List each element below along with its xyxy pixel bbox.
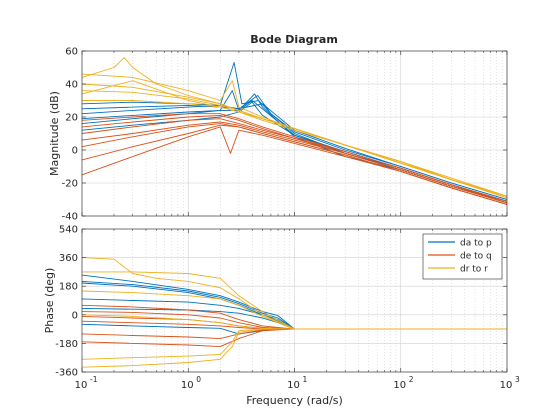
series-line <box>82 271 507 330</box>
x-tick-label-base: 10 <box>500 380 513 391</box>
phase-tick-marks <box>81 228 508 373</box>
x-tick-label-exponent: 0 <box>196 375 201 384</box>
legend-label: de to q <box>460 252 492 262</box>
magnitude-axes: -40 -20 0 20 40 60 Magnitude (dB) <box>48 47 508 223</box>
x-tick-label-exponent: 2 <box>409 375 414 384</box>
legend-label: da to p <box>460 239 492 249</box>
x-tick-label-exponent: 3 <box>515 375 520 384</box>
y-tick-label: 0 <box>72 146 78 157</box>
phase-axes: -360 -180 0 180 360 540 Phase (deg) <box>43 225 508 379</box>
y-tick-label: 0 <box>72 310 78 321</box>
x-tick-label-base: 10 <box>75 380 88 391</box>
series-line <box>81 80 508 199</box>
series-line <box>81 118 508 204</box>
x-tick-label: 100 <box>181 375 201 391</box>
series-line <box>81 274 507 330</box>
series-line <box>81 314 507 330</box>
phase-y-tick-labels: -360 -180 0 180 360 540 <box>55 225 78 379</box>
magnitude-y-tick-labels: -40 -20 0 20 40 60 <box>62 47 78 223</box>
magnitude-tick-marks <box>81 50 508 217</box>
magnitude-y-axis-label: Magnitude (dB) <box>48 91 61 176</box>
series-line <box>81 280 507 330</box>
x-tick-label-exponent: 1 <box>303 375 308 384</box>
y-tick-label: -180 <box>55 339 78 350</box>
chart-title: Bode Diagram <box>250 33 338 46</box>
y-tick-label: 20 <box>65 113 78 124</box>
y-tick-label: 60 <box>65 47 78 58</box>
phase-series-lines <box>81 257 507 368</box>
x-tick-label: 10-1 <box>75 375 98 391</box>
y-tick-label: -20 <box>62 179 78 190</box>
phase-y-axis-label: Phase (deg) <box>43 268 56 334</box>
series-line <box>81 290 507 330</box>
magnitude-series-lines <box>81 57 508 205</box>
y-tick-label: 40 <box>65 80 78 91</box>
x-tick-label-base: 10 <box>181 380 194 391</box>
magnitude-minor-grid <box>113 51 503 216</box>
x-tick-label: 101 <box>287 375 307 391</box>
x-tick-label-exponent: -1 <box>90 375 98 384</box>
y-tick-label: -40 <box>62 212 78 223</box>
x-tick-label: 102 <box>393 375 413 391</box>
x-tick-label-base: 10 <box>287 380 300 391</box>
series-line <box>81 124 508 205</box>
x-tick-label: 103 <box>500 375 520 391</box>
series-line <box>81 257 507 330</box>
x-tick-label-base: 10 <box>393 380 406 391</box>
y-tick-label: 180 <box>59 282 78 293</box>
x-axis-label: Frequency (rad/s) <box>246 394 343 407</box>
y-tick-label: -360 <box>55 368 78 379</box>
legend: da to p de to q dr to r <box>422 233 503 280</box>
y-tick-label: 360 <box>59 253 78 264</box>
legend-label: dr to r <box>460 265 488 275</box>
y-tick-label: 540 <box>59 225 78 236</box>
series-line <box>81 113 508 204</box>
series-line <box>81 103 508 200</box>
